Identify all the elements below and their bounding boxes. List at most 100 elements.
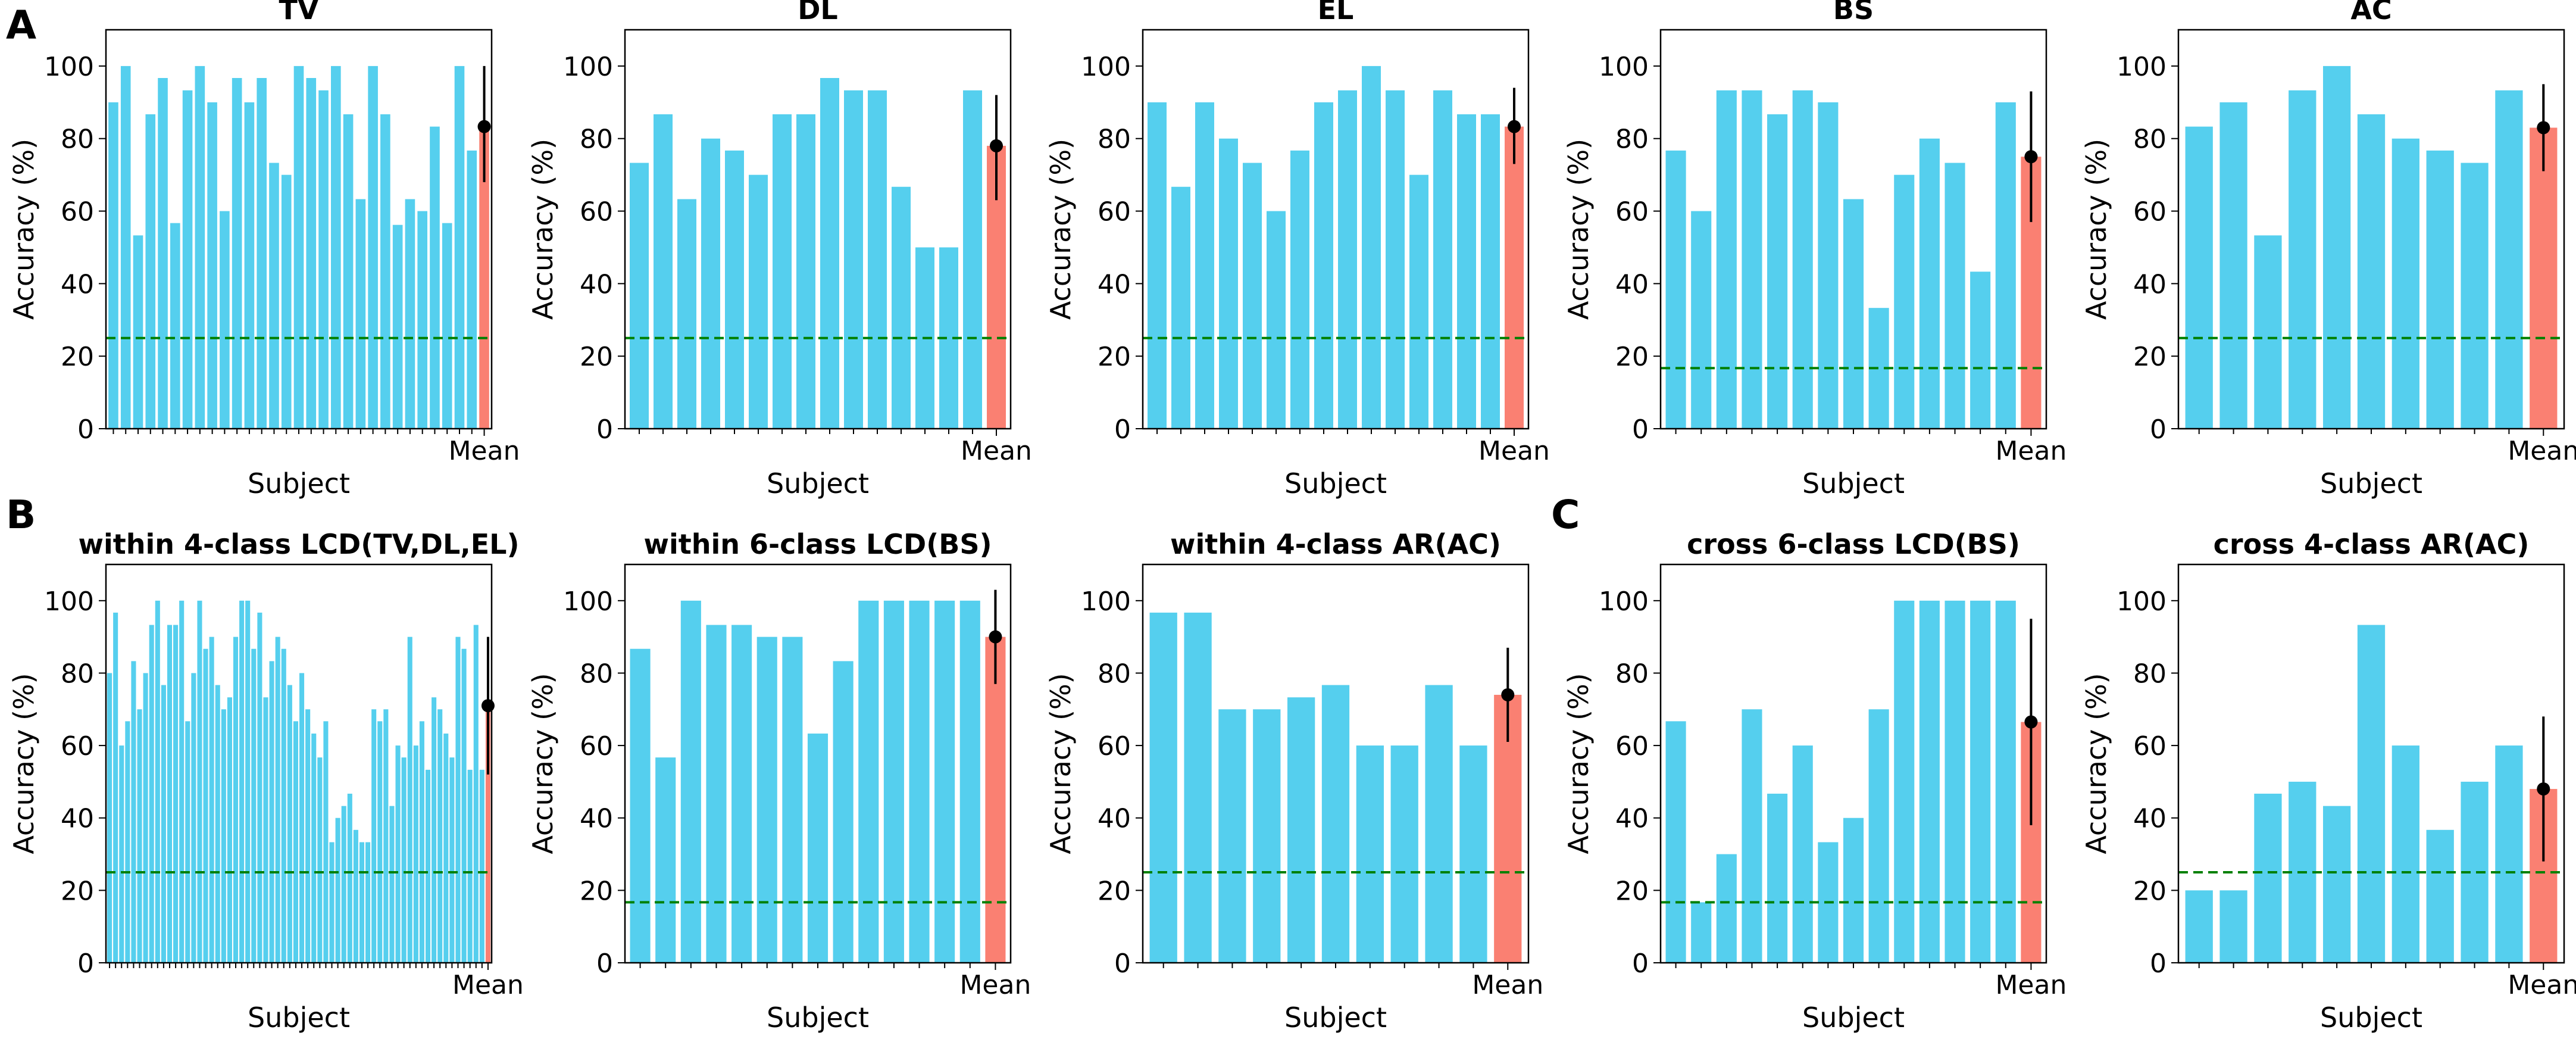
subject-bar [1970, 600, 1991, 963]
y-axis-label: Accuracy (%) [8, 673, 40, 854]
y-tick-label: 100 [1599, 586, 1649, 617]
y-axis-label: Accuracy (%) [1562, 673, 1595, 854]
chart-title: cross 4-class AR(AC) [2214, 528, 2530, 560]
subject-bar [677, 199, 696, 429]
subject-bar [125, 721, 130, 963]
subject-bar [269, 661, 274, 963]
subject-bar [182, 90, 193, 429]
subject-bar [299, 673, 305, 963]
mean-tick-label: Mean [452, 970, 524, 1000]
y-tick-label: 60 [1098, 731, 1131, 762]
y-tick-label: 80 [1615, 124, 1649, 155]
mean-marker [1501, 688, 1515, 701]
y-tick-label: 20 [61, 342, 94, 372]
subject-bar [455, 636, 461, 963]
subject-bar [281, 174, 292, 429]
subject-bar [331, 65, 341, 429]
y-tick-label: 100 [563, 586, 613, 617]
subject-bar [245, 600, 251, 963]
subject-bar [963, 90, 982, 429]
subject-bar [368, 65, 378, 429]
y-axis-label: Accuracy (%) [2080, 673, 2112, 854]
y-tick-label: 0 [596, 948, 613, 979]
subject-bar [257, 612, 262, 963]
chart-title: within 4-class AR(AC) [1170, 528, 1501, 560]
mean-marker [990, 139, 1003, 152]
subject-bar [275, 636, 280, 963]
mean-marker [1508, 120, 1521, 133]
y-tick-label: 60 [61, 731, 94, 762]
subject-bar [2254, 235, 2282, 429]
y-tick-label: 20 [1615, 342, 1649, 372]
y-tick-label: 60 [1615, 197, 1649, 227]
mean-bar [985, 636, 1006, 963]
y-tick-label: 60 [61, 197, 94, 227]
plot-frame [105, 563, 493, 964]
chart-title: DL [798, 0, 838, 26]
subject-bar [833, 661, 854, 963]
x-axis-label: Subject [1802, 1001, 1905, 1034]
subject-bar [1459, 745, 1487, 963]
mean-tick-label: Mean [449, 436, 520, 466]
y-tick-label: 100 [1081, 586, 1131, 617]
y-tick-label: 60 [580, 197, 613, 227]
subject-bar [1691, 902, 1712, 963]
subject-bar [2254, 793, 2282, 963]
subject-bar [145, 114, 156, 429]
subject-bar [2323, 65, 2351, 429]
subject-bar [2391, 138, 2419, 429]
y-tick-label: 0 [596, 414, 613, 445]
y-tick-label: 80 [61, 659, 94, 689]
subject-bar [2323, 806, 2351, 963]
subject-bar [137, 709, 142, 963]
chart-panel-1: TV 0 20 40 60 80 100 Accuracy (%) Mean Subject [8, 0, 520, 500]
y-axis-label: Accuracy (%) [2080, 139, 2112, 320]
subject-bar [318, 90, 329, 429]
subject-bar [467, 150, 477, 429]
y-tick-label: 100 [2117, 586, 2167, 617]
mean-bar [485, 706, 490, 963]
x-axis-label: Subject [1284, 467, 1387, 500]
subject-bar [417, 211, 427, 429]
chart-panel-5: AC 0 20 40 60 80 100 Accuracy (%) Mean Subject [2080, 0, 2576, 500]
subject-bar [430, 126, 440, 429]
subject-bar [1171, 186, 1190, 429]
subject-bar [1944, 163, 1965, 429]
subject-bar [244, 102, 255, 429]
mean-tick-label: Mean [2508, 970, 2576, 1000]
subject-bar [1665, 721, 1686, 963]
y-tick-label: 60 [2133, 197, 2167, 227]
plot-frame [2177, 29, 2565, 430]
subject-bar [419, 721, 424, 963]
subject-bar [425, 769, 431, 963]
subject-bar [1481, 114, 1500, 429]
x-axis-label: Subject [1802, 467, 1905, 500]
y-tick-label: 20 [2133, 876, 2167, 906]
y-tick-label: 80 [580, 124, 613, 155]
subject-bar [207, 102, 217, 429]
x-axis-label: Subject [1284, 1001, 1387, 1034]
subject-bar [191, 673, 196, 963]
subject-bar [1919, 600, 1940, 963]
subject-bar [756, 636, 777, 963]
subject-bar [1184, 612, 1212, 963]
subject-bar [1894, 600, 1915, 963]
subject-bar [380, 114, 390, 429]
chart-panel-8: within 4-class AR(AC) 0 20 40 60 80 100 Accurac… [1045, 528, 1543, 1034]
plot-frame [1659, 29, 2047, 430]
y-tick-label: 100 [1599, 52, 1649, 82]
subject-bar [119, 745, 124, 963]
subject-bar [359, 842, 365, 963]
subject-bar [2426, 829, 2454, 963]
x-axis-label: Subject [2320, 1001, 2422, 1034]
subject-bar [1894, 174, 1915, 429]
subject-bar [892, 186, 911, 429]
subject-bar [1148, 102, 1167, 429]
subject-bar [185, 721, 190, 963]
y-axis-label: Accuracy (%) [1562, 139, 1595, 320]
mean-bar [1505, 126, 1524, 429]
y-tick-label: 80 [1098, 659, 1131, 689]
subject-bar [1218, 709, 1246, 963]
subject-bar [1338, 90, 1357, 429]
subject-bar [143, 673, 148, 963]
